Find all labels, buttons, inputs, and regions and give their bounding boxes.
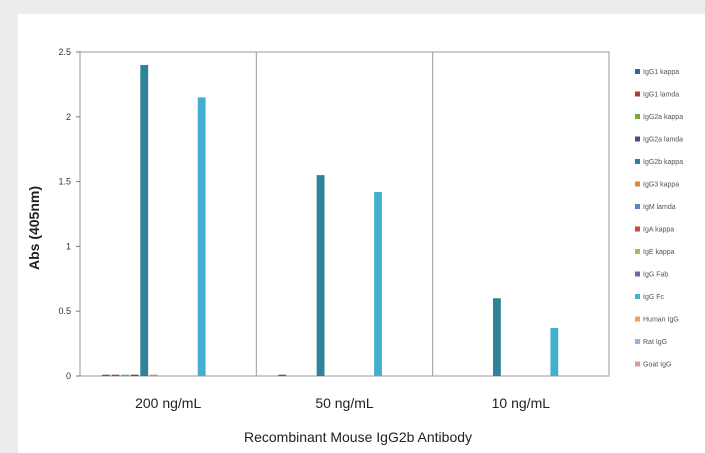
bar — [121, 374, 130, 376]
plot-border — [79, 51, 610, 377]
legend-swatch — [635, 226, 640, 232]
bar — [140, 64, 149, 377]
x-tick-label: 200 ng/mL — [135, 395, 201, 411]
y-tick-label: 2 — [66, 112, 71, 122]
legend-swatch — [635, 249, 640, 254]
bar — [130, 374, 139, 376]
legend-swatch — [635, 316, 640, 322]
legend-label: IgG3 kappa — [643, 182, 679, 189]
y-tick-label: 1 — [66, 241, 71, 251]
bar — [316, 175, 325, 376]
legend-swatch — [635, 159, 640, 164]
legend-label: IgM lamda — [643, 204, 676, 211]
bar — [374, 191, 382, 376]
legend-label: IgG Fab — [643, 272, 668, 279]
legend-swatch — [635, 69, 640, 74]
legend-label: IgG2b kappa — [643, 159, 683, 166]
legend-label: IgG2a kappa — [643, 114, 683, 121]
bar — [197, 97, 206, 377]
legend-label: IgE kappa — [643, 249, 675, 256]
bar — [492, 298, 501, 376]
legend-label: IgG1 lamda — [643, 92, 679, 99]
legend-label: Goat IgG — [643, 362, 671, 369]
y-tick-label: 1.5 — [58, 177, 71, 187]
legend-swatch — [635, 91, 640, 97]
x-tick-label: 50 ng/mL — [315, 395, 374, 411]
x-tick-label: 10 ng/mL — [492, 395, 551, 411]
legend-swatch — [635, 181, 640, 187]
bar — [278, 374, 287, 376]
legend-label: IgG Fc — [643, 294, 665, 301]
legend-swatch — [635, 136, 640, 142]
legend-swatch — [635, 204, 640, 209]
y-tick-label: 2.5 — [58, 47, 71, 57]
bar — [149, 374, 158, 376]
x-axis-title: Recombinant Mouse IgG2b Antibody — [244, 429, 472, 445]
legend-label: IgG1 kappa — [643, 69, 679, 76]
legend-swatch — [635, 114, 640, 119]
bar — [550, 328, 559, 376]
legend-swatch — [635, 361, 640, 367]
bar — [102, 374, 110, 376]
legend-label: IgA kappa — [643, 227, 674, 234]
legend: IgG1 kappa IgG1 lamda IgG2a kappa IgG2a lam… — [635, 69, 683, 369]
bars-layer — [102, 64, 559, 377]
y-tick-label: 0 — [66, 371, 71, 381]
y-axis-title: Abs (405nm) — [26, 186, 42, 270]
legend-label: Human IgG — [643, 317, 679, 324]
bar-chart: 0 0.5 1 1.5 2 2.5 200 ng/mL 50 ng/mL 10 ng/mL Ig… — [26, 47, 683, 445]
y-tick-label: 0.5 — [58, 306, 71, 316]
legend-label: IgG2a lamda — [643, 137, 683, 144]
legend-label: Rat IgG — [643, 339, 667, 346]
legend-swatch — [635, 294, 640, 299]
legend-swatch — [635, 271, 640, 277]
chart-panel: 0 0.5 1 1.5 2 2.5 200 ng/mL 50 ng/mL 10 ng/mL Ig… — [18, 14, 705, 453]
axis-layer: 0 0.5 1 1.5 2 2.5 200 ng/mL 50 ng/mL 10 ng/mL — [58, 47, 550, 411]
legend-swatch — [635, 339, 640, 344]
bar — [111, 374, 120, 376]
grid-layer — [79, 51, 610, 377]
